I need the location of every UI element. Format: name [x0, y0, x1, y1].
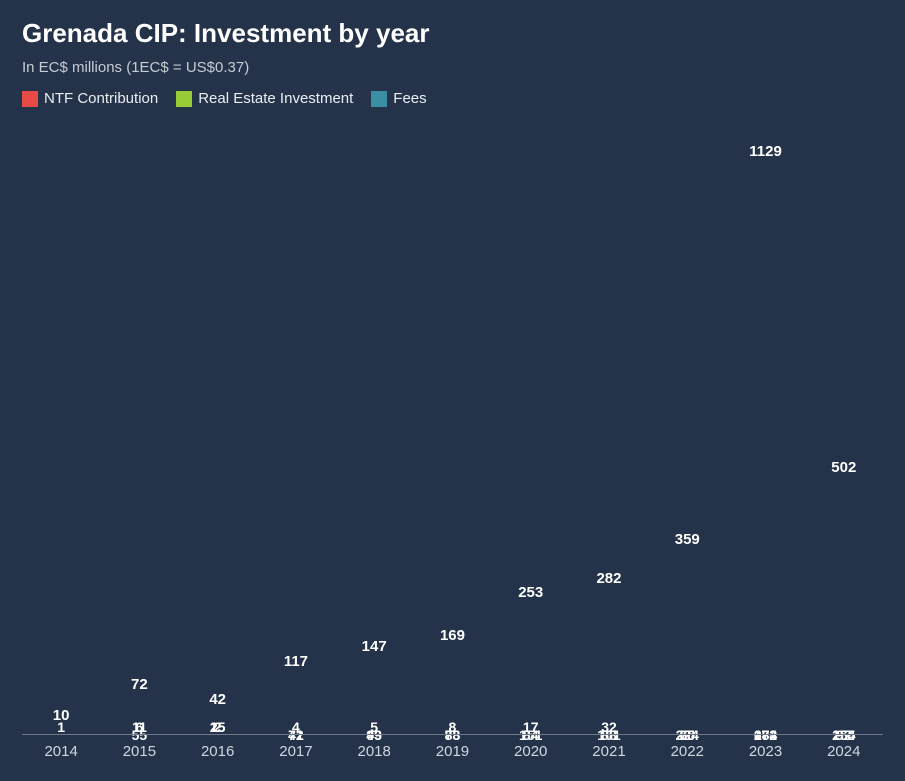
bar-total-label: 72 [100, 676, 178, 693]
bar-total-label: 147 [335, 638, 413, 655]
bar-segment-label: 2 [186, 720, 249, 735]
x-tick-label: 2024 [805, 737, 883, 763]
x-tick-label: 2016 [179, 737, 257, 763]
bar-segment-label: 32 [578, 720, 641, 735]
bar-total-label: 502 [805, 459, 883, 476]
bar-column: 14793495 [335, 130, 413, 735]
bar-segment-label: 4 [265, 720, 328, 735]
chart-area: 1017211556421525211772414147934951698873… [22, 130, 883, 763]
chart-subtitle: In EC$ millions (1EC$ = US$0.37) [22, 59, 883, 76]
legend-label: Fees [393, 90, 426, 107]
bar-column: 7211556 [100, 130, 178, 735]
bar-segment-label: 1 [30, 720, 93, 735]
x-tick-label: 2014 [22, 737, 100, 763]
plot-area: 1017211556421525211772414147934951698873… [22, 130, 883, 735]
bar-total-label: 42 [179, 691, 257, 708]
x-tick-label: 2015 [100, 737, 178, 763]
bar-total-label: 1129 [726, 143, 804, 160]
bar-column: 2538415117 [492, 130, 570, 735]
legend-swatch [22, 91, 38, 107]
legend-item: NTF Contribution [22, 90, 158, 107]
bar-total-label: 282 [570, 570, 648, 587]
bar-column: 4215252 [179, 130, 257, 735]
bar-column: 1129274672183 [726, 130, 804, 735]
legend-label: Real Estate Investment [198, 90, 353, 107]
bar-column: 2828816132 [570, 130, 648, 735]
bar-segment-label: 17 [499, 720, 562, 735]
bar-columns: 1017211556421525211772414147934951698873… [22, 130, 883, 735]
legend-swatch [176, 91, 192, 107]
x-axis-labels: 2014201520162017201820192020202120222023… [22, 737, 883, 763]
legend-label: NTF Contribution [44, 90, 158, 107]
legend-swatch [371, 91, 387, 107]
bar-total-label: 169 [413, 627, 491, 644]
bar-segment-label: 5 [343, 720, 406, 735]
bar-total-label: 117 [257, 653, 335, 670]
bar-total-label: 253 [492, 584, 570, 601]
legend-item: Fees [371, 90, 426, 107]
legend-item: Real Estate Investment [176, 90, 353, 107]
bar-column: 101 [22, 130, 100, 735]
bar-segment-label: 6 [108, 720, 171, 735]
bar-column: 11772414 [257, 130, 335, 735]
bar-segment-label: 8 [421, 720, 484, 735]
x-tick-label: 2019 [413, 737, 491, 763]
bar-column: 50215525492 [805, 130, 883, 735]
x-tick-label: 2021 [570, 737, 648, 763]
x-tick-label: 2022 [648, 737, 726, 763]
bar-total-label: 359 [648, 531, 726, 548]
x-axis-line [22, 734, 883, 735]
x-tick-label: 2017 [257, 737, 335, 763]
legend: NTF Contribution Real Estate Investment Fe… [22, 90, 883, 107]
bar-column: 3596522470 [648, 130, 726, 735]
x-tick-label: 2023 [726, 737, 804, 763]
x-tick-label: 2018 [335, 737, 413, 763]
x-tick-label: 2020 [492, 737, 570, 763]
chart-title: Grenada CIP: Investment by year [22, 18, 883, 49]
bar-column: 16988738 [413, 130, 491, 735]
